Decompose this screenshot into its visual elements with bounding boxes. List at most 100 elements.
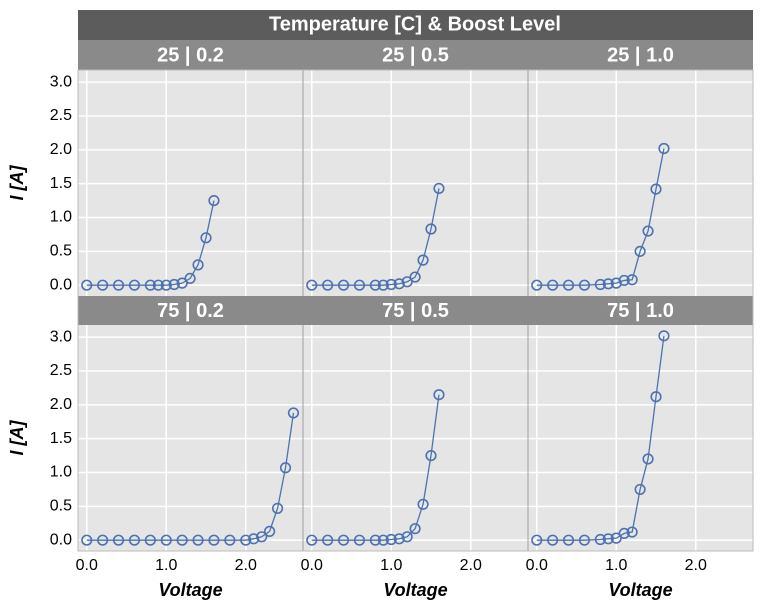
data-point xyxy=(168,278,180,291)
data-point xyxy=(322,534,334,546)
data-point xyxy=(176,277,188,289)
strip xyxy=(528,296,753,325)
data-point xyxy=(401,276,413,288)
panel-title: 75 | 0.5 xyxy=(382,300,449,322)
data-point xyxy=(128,534,141,546)
data-point xyxy=(248,533,260,545)
data-point xyxy=(144,534,156,546)
data-point xyxy=(547,534,559,546)
data-point xyxy=(97,279,109,291)
series-line xyxy=(86,200,215,286)
data-point xyxy=(393,533,405,545)
data-point xyxy=(184,272,196,285)
data-point xyxy=(322,279,334,291)
strip xyxy=(78,40,303,70)
y-tick-label: 0.5 xyxy=(50,243,72,260)
strip xyxy=(528,40,753,70)
data-point xyxy=(393,278,405,290)
x-tick-label: 0.0 xyxy=(526,557,548,574)
strip xyxy=(303,40,528,70)
x-axis-label: Voltage xyxy=(158,580,222,600)
y-tick-label: 3.0 xyxy=(50,73,72,90)
data-point xyxy=(578,534,591,546)
data-point xyxy=(377,534,389,546)
data-point xyxy=(547,279,559,291)
data-point xyxy=(306,279,318,291)
data-point xyxy=(618,274,630,287)
series-line xyxy=(536,335,665,541)
data-point xyxy=(192,534,204,546)
data-point xyxy=(626,274,638,286)
data-point xyxy=(594,278,606,291)
y-axis-label: I [A] xyxy=(7,165,27,201)
data-point xyxy=(128,279,141,291)
data-point xyxy=(562,279,575,291)
data-point xyxy=(81,279,93,291)
strip xyxy=(303,296,528,325)
panel-title: 25 | 1.0 xyxy=(607,44,674,66)
chart-title: Temperature [C] & Boost Level xyxy=(269,13,561,35)
data-point xyxy=(602,533,614,545)
data-point xyxy=(433,182,445,195)
data-point xyxy=(650,183,662,195)
x-axis-label: Voltage xyxy=(608,580,672,600)
x-tick-label: 1.0 xyxy=(380,557,402,574)
title-bar xyxy=(78,10,753,40)
data-point xyxy=(353,279,366,291)
data-point xyxy=(425,449,437,462)
data-point xyxy=(160,534,172,546)
data-point xyxy=(337,279,350,291)
data-point xyxy=(208,194,220,207)
data-point xyxy=(369,534,381,546)
data-point xyxy=(610,277,622,289)
y-axis-label: I [A] xyxy=(7,420,27,456)
y-tick-label: 3.0 xyxy=(50,328,72,345)
data-point xyxy=(240,534,252,546)
data-point xyxy=(287,407,300,419)
x-tick-label: 0.0 xyxy=(301,557,323,574)
y-tick-label: 0.0 xyxy=(50,531,72,548)
data-point xyxy=(594,533,606,546)
x-tick-label: 1.0 xyxy=(605,557,627,574)
data-point xyxy=(200,232,212,244)
y-tick-label: 0.5 xyxy=(50,498,72,515)
panel-title: 25 | 0.2 xyxy=(157,44,224,66)
data-point xyxy=(337,534,350,546)
data-point xyxy=(97,534,109,546)
data-point xyxy=(385,278,397,291)
data-point xyxy=(208,534,220,546)
panel-title: 75 | 0.2 xyxy=(157,300,224,322)
data-point xyxy=(650,391,662,403)
series-line xyxy=(311,188,440,286)
panel-title: 75 | 1.0 xyxy=(607,300,674,322)
data-point xyxy=(658,142,670,155)
x-tick-label: 2.0 xyxy=(685,557,707,574)
data-point xyxy=(618,527,630,540)
data-point xyxy=(401,531,413,543)
data-point xyxy=(626,526,638,538)
y-tick-label: 0.0 xyxy=(50,276,72,293)
frame xyxy=(77,69,754,552)
data-point xyxy=(642,453,654,465)
data-point xyxy=(409,271,421,283)
data-point xyxy=(417,254,429,266)
data-point xyxy=(112,279,125,291)
data-point xyxy=(531,279,543,291)
data-point xyxy=(144,279,156,291)
series-line xyxy=(536,148,665,286)
data-point xyxy=(353,534,366,546)
data-point xyxy=(279,462,292,474)
data-point xyxy=(425,223,437,235)
data-point xyxy=(610,532,622,544)
data-point xyxy=(377,279,389,291)
data-point xyxy=(417,498,429,510)
data-point xyxy=(602,278,614,290)
data-point xyxy=(658,330,670,342)
y-tick-label: 1.0 xyxy=(50,464,72,481)
data-point xyxy=(306,534,318,546)
x-tick-label: 2.0 xyxy=(460,557,482,574)
data-point xyxy=(112,534,125,546)
x-tick-label: 1.0 xyxy=(155,557,177,574)
data-point xyxy=(433,389,445,401)
